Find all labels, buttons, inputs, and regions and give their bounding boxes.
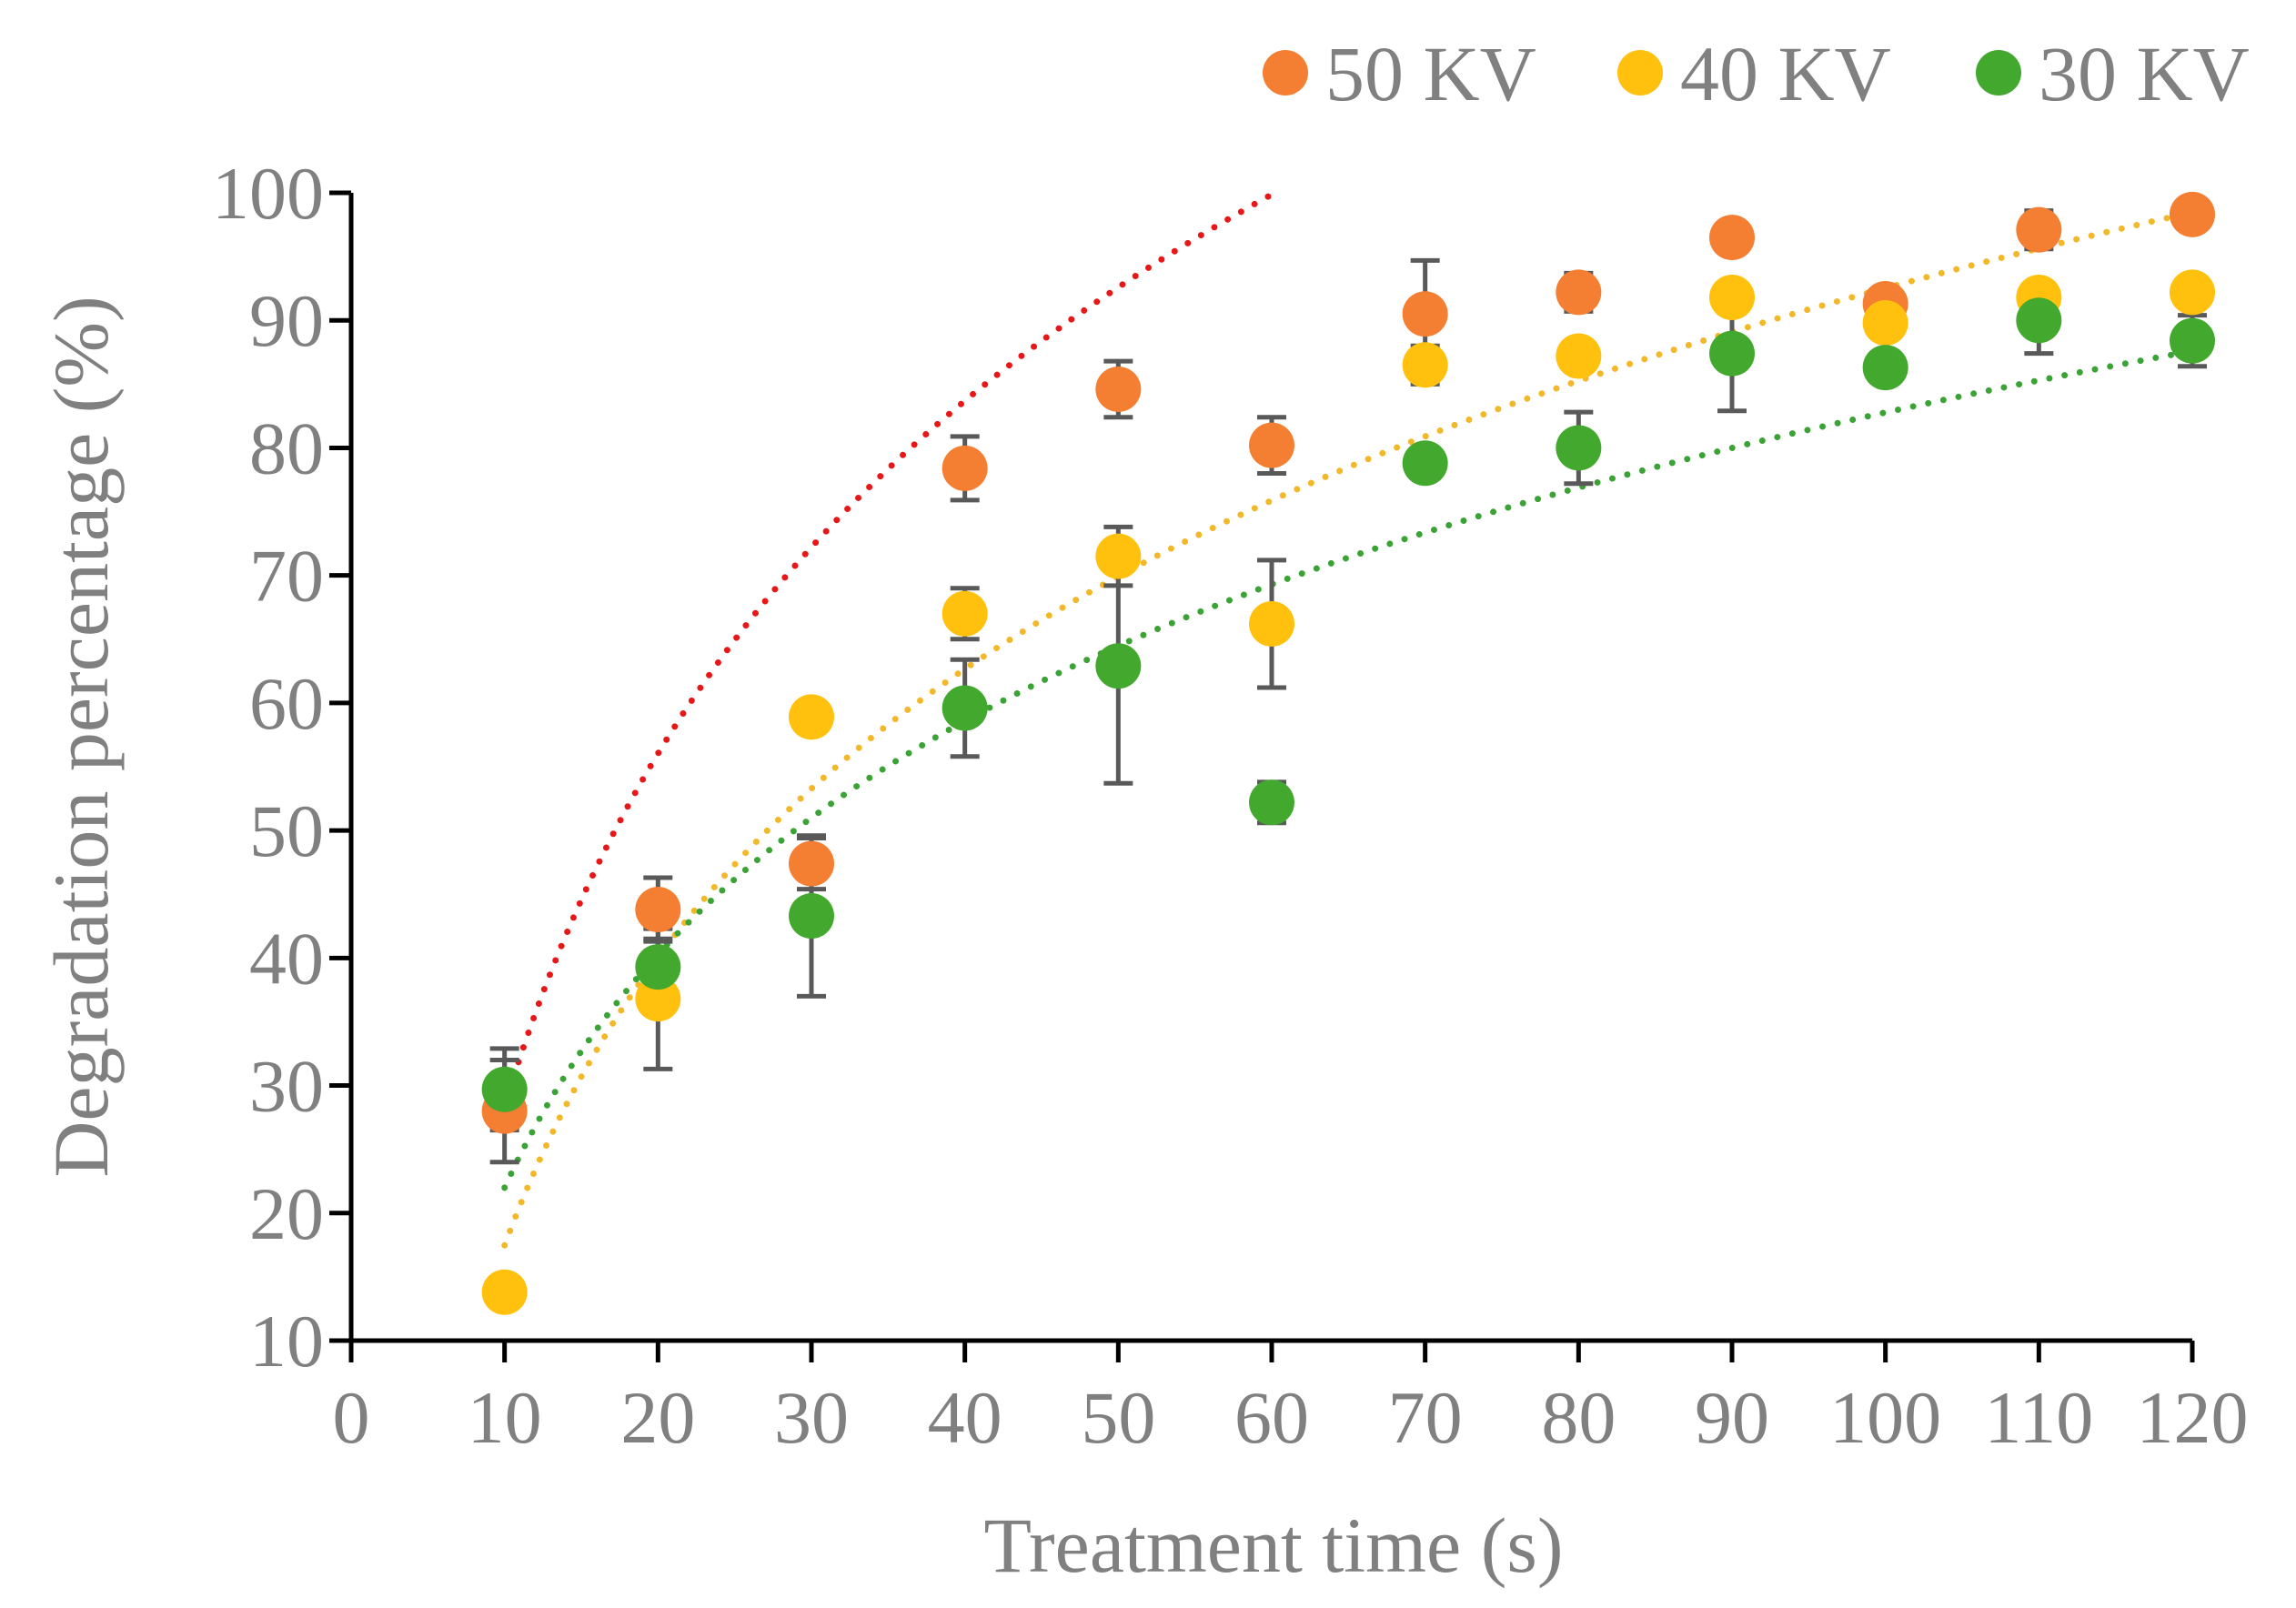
x-tick-label: 110 [1984,1376,2093,1459]
data-point-30-kv [789,893,834,940]
data-point-50-kv [1095,366,1142,412]
data-point-50-kv [1556,269,1602,316]
x-tick-label: 80 [1541,1376,1616,1459]
data-point-50-kv [1709,215,1755,261]
legend-item-50-kv: 50 KV [1263,30,1536,117]
legend-item-30-kv: 30 KV [1976,30,2250,117]
x-tick-label: 0 [333,1376,370,1459]
y-tick-label: 30 [249,1045,324,1128]
x-tick-label: 50 [1081,1376,1155,1459]
y-tick-label: 20 [249,1172,324,1255]
x-tick-label: 40 [928,1376,1002,1459]
data-point-50-kv [942,445,988,491]
data-point-30-kv [481,1066,528,1112]
y-axis-title: Degradation percentage (%) [37,296,125,1177]
y-tick-label: 90 [249,279,324,362]
y-tick-label: 10 [249,1300,324,1382]
data-point-30-kv [1556,425,1602,471]
data-point-50-kv [1249,422,1294,468]
data-point-50-kv [1402,291,1448,337]
data-point-30-kv [1095,643,1142,689]
data-point-30-kv [942,685,988,731]
data-points [481,191,2215,1315]
legend-label: 40 KV [1680,30,1891,117]
trendline-30-kv [501,347,2196,1191]
data-point-30-kv [1402,440,1448,487]
data-point-30-kv [2016,297,2062,344]
trendline-50-kv [501,191,1275,1110]
legend: 50 KV 40 KV 30 KV [1263,30,2250,117]
data-point-40-kv [1556,333,1602,379]
data-point-40-kv [635,976,681,1022]
x-tick-label: 120 [2137,1376,2249,1459]
legend-item-40-kv: 40 KV [1617,30,1891,117]
x-axis-title: Treatment time (s) [984,1502,1564,1589]
trendline-40-kv [501,208,2196,1249]
data-point-40-kv [481,1269,528,1315]
legend-marker [1617,50,1663,95]
x-tick-label: 90 [1695,1376,1769,1459]
x-tick-label: 70 [1388,1376,1463,1459]
data-point-50-kv [2016,206,2062,253]
legend-marker [1976,50,2021,95]
x-tick-label: 100 [1829,1376,1941,1459]
trendlines [501,191,2196,1249]
y-tick-label: 60 [249,662,324,745]
data-point-30-kv [635,944,681,990]
data-point-40-kv [1095,533,1142,579]
data-point-30-kv [1862,345,1908,391]
data-point-40-kv [1249,600,1294,647]
y-tick-label: 100 [212,152,324,235]
y-tick-label: 50 [249,789,324,872]
x-tick-label: 10 [468,1376,542,1459]
data-point-40-kv [942,590,988,637]
data-point-50-kv [789,840,834,887]
data-point-50-kv [635,887,681,933]
x-tick-label: 30 [774,1376,849,1459]
y-tick-label: 70 [249,535,324,618]
data-point-30-kv [2170,317,2215,364]
x-tick-label: 60 [1234,1376,1309,1459]
legend-label: 50 KV [1325,30,1536,117]
legend-label: 30 KV [2039,30,2250,117]
x-tick-label: 20 [620,1376,695,1459]
data-point-30-kv [1249,779,1294,826]
error-bars [489,199,2207,1305]
data-point-30-kv [1709,330,1755,377]
data-point-40-kv [789,694,834,740]
y-tick-label: 80 [249,407,324,489]
data-point-40-kv [1862,300,1908,347]
y-tick-label: 40 [249,917,324,1000]
legend-marker [1263,50,1308,95]
data-point-40-kv [1709,274,1755,320]
data-point-50-kv [2170,191,2215,237]
data-point-40-kv [1402,342,1448,388]
data-point-40-kv [2170,269,2215,316]
